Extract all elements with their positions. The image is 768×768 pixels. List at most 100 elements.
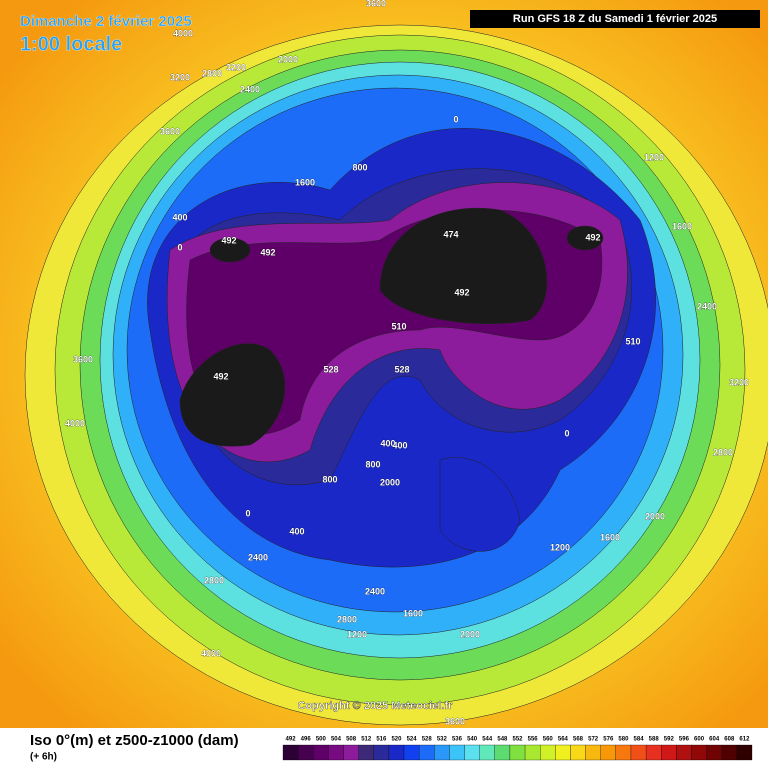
contour-label: 1600 [403,608,423,618]
contour-label: 474 [443,229,458,239]
contour-label: 2000 [645,511,665,521]
legend-swatch [358,744,374,761]
contour-label: 800 [352,162,367,172]
run-box [470,10,760,28]
legend-swatch [706,744,722,761]
legend-swatch [494,744,511,761]
legend-label: 580 [618,737,629,743]
contour-label: 528 [323,364,338,374]
legend-swatch [509,744,526,761]
legend-swatch [297,744,314,761]
contour-label: 510 [391,321,406,331]
legend-swatch [464,744,480,761]
contour-label: 510 [625,336,640,346]
legend-label: 604 [709,737,720,743]
contour-label: 2000 [380,477,400,487]
contour-label: 400 [289,526,304,536]
run-info: Run GFS 18 Z du Samedi 1 février 2025 [513,13,717,25]
legend-swatch [449,744,465,761]
legend-swatch [479,744,495,761]
contour-label: 2000 [278,54,298,64]
contour-label: 492 [260,247,275,257]
contour-label: 800 [322,474,337,484]
contour-label: 1600 [600,532,620,542]
contour-label: 2800 [204,575,224,585]
legend-label: 572 [588,737,599,743]
contour-label: 2400 [365,586,385,596]
contour-label: 0 [177,242,182,252]
legend-swatch [645,744,662,761]
contour-label: 3200 [729,377,749,387]
legend-swatch [373,744,390,761]
legend-label: 512 [361,737,372,743]
contour-label: 3600 [366,0,386,8]
legend-label: 504 [331,737,342,743]
legend-label: 584 [634,737,645,743]
legend-label: 524 [407,737,418,743]
contour-label: 4000 [201,648,221,658]
contour-label: 1600 [295,177,315,187]
contour-label: 1200 [347,629,367,639]
map-field [24,24,768,726]
contour-label: 4000 [173,28,193,38]
contour-label: 3200 [226,62,246,72]
legend-label: 520 [391,737,402,743]
forecast-step: (+ 6h) [30,752,57,763]
legend-label: 592 [664,737,675,743]
contour-label: 2400 [697,301,717,311]
legend-label: 552 [512,737,523,743]
contour-label: 2000 [460,629,480,639]
contour-label: 3600 [73,354,93,364]
contour-label: 528 [394,364,409,374]
legend-swatch [736,744,753,761]
footer-title: Iso 0°(m) et z500-z1000 (dam) [30,732,239,749]
legend-swatch [676,744,692,761]
date: Dimanche 2 février 2025 [20,13,192,30]
legend-label: 508 [346,737,357,743]
legend-swatch [615,744,632,761]
legend-label: 596 [679,737,690,743]
color-legend: 492 496 500 504 508 512 516 520 524 528 532 536 540 5… [282,737,753,761]
legend-label: 548 [497,737,508,743]
legend-swatch [282,744,299,761]
legend-swatch [313,744,329,761]
contour-label: 1200 [644,152,664,162]
legend-label: 576 [603,737,614,743]
legend-swatch [343,744,359,761]
contour-label: 492 [221,235,236,245]
legend-swatch [630,744,647,761]
legend-swatch [585,744,601,761]
legend-label: 536 [452,737,463,743]
local-time: 1:00 locale [20,33,122,55]
legend-label: 492 [286,737,297,743]
legend-label: 608 [724,737,735,743]
contour-label: 0 [453,114,458,124]
copyright: Copyright © 2025 Meteociel.fr [298,700,454,712]
contour-label: 1200 [550,542,570,552]
contour-label: 800 [365,459,380,469]
contour-label: 0 [564,428,569,438]
legend-swatch [419,744,435,761]
contour-label: 3600 [445,716,465,726]
legend-swatch [555,744,571,761]
contour-label: 492 [213,371,228,381]
contour-label: 2800 [202,68,222,78]
legend-swatch [721,744,738,761]
legend-swatch [328,744,344,761]
legend-label: 560 [543,737,554,743]
legend-label: 556 [528,737,539,743]
legend-label: 540 [467,737,478,743]
contour-label: 3200 [170,72,190,82]
legend-swatch [388,744,405,761]
legend-label: 532 [437,737,448,743]
contour-label: 1600 [672,221,692,231]
legend-label: 516 [376,737,387,743]
contour-label: 400 [380,438,395,448]
contour-label: 2800 [713,447,733,457]
legend-label: 588 [649,737,660,743]
legend-label: 600 [694,737,705,743]
legend-swatch [434,744,450,761]
contour-label: 400 [172,212,187,222]
